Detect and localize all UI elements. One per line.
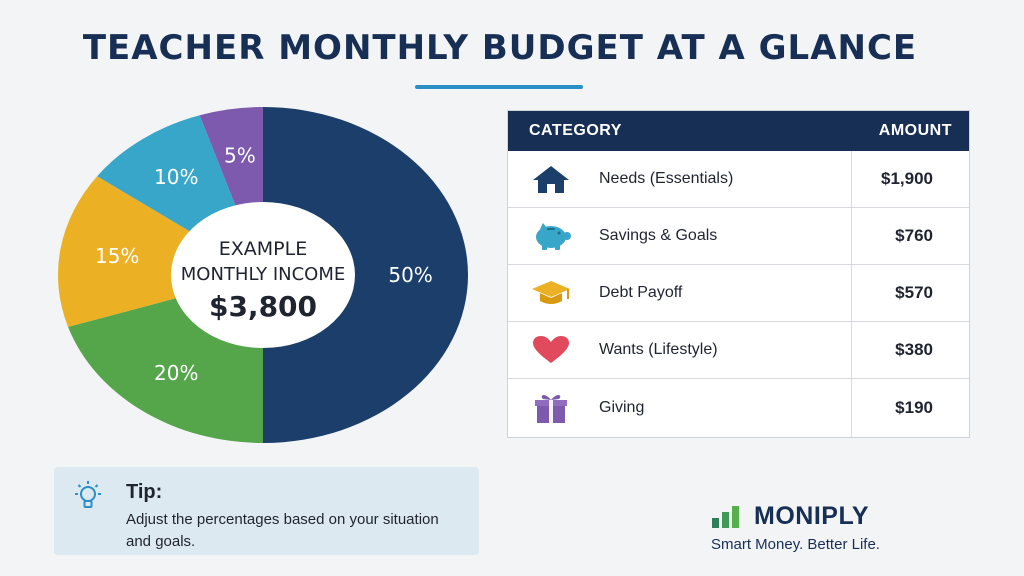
brand-tagline: Smart Money. Better Life. [711,536,880,553]
row-category: Debt Payoff [599,284,683,301]
column-divider [851,151,852,437]
tip-text: Adjust the percentages based on your sit… [126,511,439,550]
slice-label-1: 20% [154,361,198,385]
donut-slice-2 [58,176,263,327]
gift-icon [529,393,573,423]
bar-chart-logo-icon [712,506,739,528]
row-category: Savings & Goals [599,227,718,244]
donut-hole [171,202,355,348]
lightbulb-icon [71,480,105,514]
row-category: Wants (Lifestyle) [599,341,718,358]
row-category: Giving [599,398,645,416]
row-amount: $190 [895,397,933,417]
budget-donut-chart: 50% 20% 15% 10% 5% EXAMPLE MONTHLY INCOME $3… [58,107,468,443]
row-amount: $760 [895,226,933,245]
tip-title: Tip: [126,481,163,503]
row-amount: $570 [895,283,933,302]
donut-slice-0 [263,107,468,443]
slice-label-2: 15% [95,244,139,268]
header-category: CATEGORY [529,122,622,139]
center-label-line2: MONTHLY INCOME [181,264,345,285]
slice-label-0: 50% [388,263,432,287]
graduation-cap-icon [529,278,573,308]
row-amount: $1,900 [881,169,933,188]
page-title: TEACHER MONTHLY BUDGET AT A GLANCE [82,28,918,68]
header-amount: AMOUNT [878,122,952,139]
row-category: Needs (Essentials) [599,170,734,187]
tip-box: Tip: Adjust the percentages based on you… [54,467,479,555]
table-row: Wants (Lifestyle) $380 [508,322,969,379]
table-row: Needs (Essentials) $1,900 [508,151,969,208]
piggy-bank-icon [529,221,573,251]
center-income-amount: $3,800 [209,290,317,323]
house-icon [529,164,573,194]
center-label-line1: EXAMPLE [219,238,307,260]
table-row: Savings & Goals $760 [508,208,969,265]
title-underline [415,85,583,89]
brand-name: MONIPLY [754,502,870,530]
heart-icon [529,335,573,365]
budget-table: CATEGORY AMOUNT Needs (Essentials) $1,90… [507,110,970,438]
table-row: Giving $190 [508,379,969,436]
table-header: CATEGORY AMOUNT [508,111,969,151]
row-amount: $380 [895,340,933,359]
table-row: Debt Payoff $570 [508,265,969,322]
slice-label-4: 5% [224,144,256,168]
brand-logo: MONIPLY [712,502,912,532]
slice-label-3: 10% [154,165,198,189]
